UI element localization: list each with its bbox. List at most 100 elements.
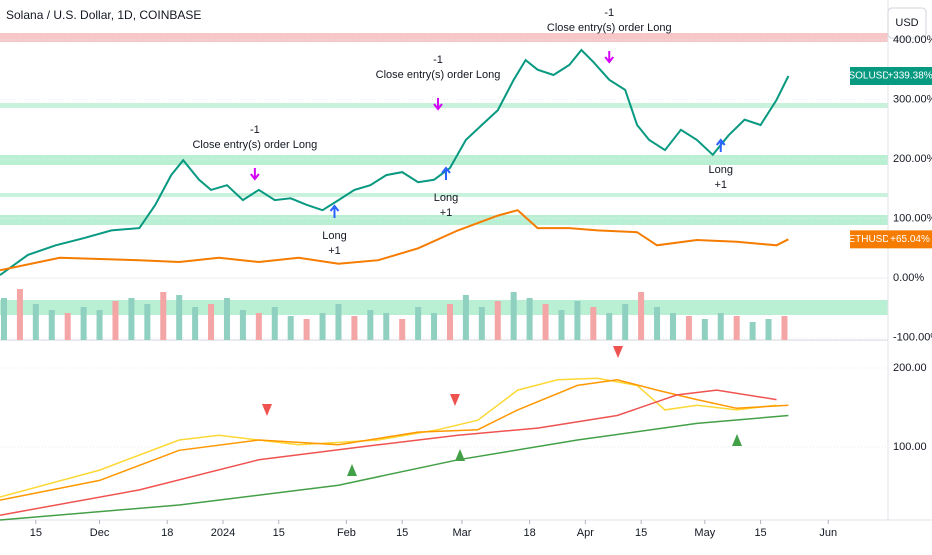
y-tick-label: -100.00% xyxy=(893,332,932,344)
volume-bar xyxy=(0,298,7,340)
volume-bar xyxy=(32,304,39,340)
annotation: +1 xyxy=(440,207,453,219)
volume-bar xyxy=(733,316,740,340)
support-zone xyxy=(0,300,888,315)
signal-arrow xyxy=(433,98,443,111)
buy-signal xyxy=(455,449,465,461)
currency-button[interactable] xyxy=(887,7,927,39)
volume-bar xyxy=(494,301,501,340)
volume-bar xyxy=(16,289,23,340)
volume-bar xyxy=(96,310,103,340)
volume-bar xyxy=(80,307,87,340)
volume-bar xyxy=(255,313,262,340)
signal-arrow xyxy=(441,166,451,180)
series-line xyxy=(0,48,790,276)
volume-bar xyxy=(223,298,230,340)
x-tick-label: 18 xyxy=(523,527,535,539)
signal-arrow xyxy=(250,168,260,181)
annotation: Close entry(s) order Long xyxy=(376,69,501,81)
volume-bar xyxy=(239,310,246,340)
volume-bar xyxy=(701,319,708,340)
x-tick-label: Dec xyxy=(90,527,110,539)
volume-bar xyxy=(574,301,581,340)
volume-bar xyxy=(510,292,517,340)
annotation: Long xyxy=(322,230,346,242)
volume-bar xyxy=(542,304,549,340)
volume-bar xyxy=(383,313,390,340)
series-line xyxy=(0,389,777,516)
annotation: Close entry(s) order Long xyxy=(547,22,672,34)
support-zone xyxy=(0,155,888,165)
volume-bar xyxy=(685,316,692,340)
annotation: +1 xyxy=(328,245,341,257)
signal-arrow xyxy=(715,138,726,152)
x-tick-label: 15 xyxy=(30,527,42,539)
x-tick-label: 15 xyxy=(273,527,285,539)
y-tick-label: 0.00% xyxy=(893,272,924,284)
annotation: +1 xyxy=(714,179,727,191)
volume-bar xyxy=(590,307,597,340)
last-name: ETHUSD xyxy=(848,234,889,245)
last-value-tag xyxy=(888,66,932,85)
annotation: -1 xyxy=(433,54,443,66)
volume-bar xyxy=(781,316,788,340)
y-tick-label: 300.00% xyxy=(893,93,932,105)
volume-bar xyxy=(478,307,485,340)
last-value: +65.04% xyxy=(890,234,930,245)
volume-bar xyxy=(335,304,342,340)
volume-bar xyxy=(367,310,374,340)
x-tick-label: 15 xyxy=(635,527,647,539)
chart-title: Solana / U.S. Dollar, 1D, COINBASE xyxy=(6,8,201,22)
x-tick-label: 15 xyxy=(754,527,766,539)
last-value: +339.38% xyxy=(887,71,932,82)
volume-bar xyxy=(717,313,724,340)
annotation: -1 xyxy=(604,7,614,19)
x-tick-label: 18 xyxy=(161,527,173,539)
volume-bar xyxy=(112,301,119,340)
volume-bar xyxy=(526,298,533,340)
x-tick-label: Mar xyxy=(452,527,471,539)
volume-bar xyxy=(271,307,278,340)
sell-signal xyxy=(613,346,623,358)
support-zone xyxy=(0,193,888,197)
volume-bar xyxy=(654,307,661,340)
volume-bar xyxy=(622,304,629,340)
series-line xyxy=(0,379,789,501)
volume-bar xyxy=(208,304,215,340)
y-tick-label: 100.00% xyxy=(893,212,932,224)
currency-label[interactable]: USD xyxy=(895,17,918,29)
volume-bar xyxy=(446,304,453,340)
x-tick-label: May xyxy=(694,527,715,539)
x-tick-label: 15 xyxy=(396,527,408,539)
support-zone xyxy=(0,103,888,108)
y-tick-label: 100.00 xyxy=(893,441,927,453)
last-name: SOLUSD xyxy=(848,71,889,82)
y-tick-label: 200.00% xyxy=(893,153,932,165)
volume-bar xyxy=(462,295,469,340)
annotation: Long xyxy=(709,164,733,176)
volume-bar xyxy=(144,304,151,340)
signal-arrow xyxy=(604,51,615,64)
x-tick-label: 2024 xyxy=(211,527,235,539)
volume-bar xyxy=(192,307,199,340)
volume-bar xyxy=(415,307,422,340)
volume-bar xyxy=(558,310,565,340)
last-name-tag xyxy=(850,66,888,85)
volume-bar xyxy=(749,322,756,340)
volume-bar xyxy=(160,292,167,340)
buy-signal xyxy=(732,434,742,446)
buy-signal xyxy=(347,464,357,476)
volume-bar xyxy=(319,313,326,340)
x-tick-label: Apr xyxy=(577,527,594,539)
x-tick-label: Feb xyxy=(337,527,356,539)
volume-bar xyxy=(48,310,55,340)
series-line xyxy=(0,209,789,272)
sell-signal xyxy=(262,404,272,416)
volume-bar xyxy=(64,313,71,340)
signal-arrow xyxy=(329,204,340,218)
y-tick-label: 400.00% xyxy=(893,34,932,46)
volume-bar xyxy=(606,313,613,340)
